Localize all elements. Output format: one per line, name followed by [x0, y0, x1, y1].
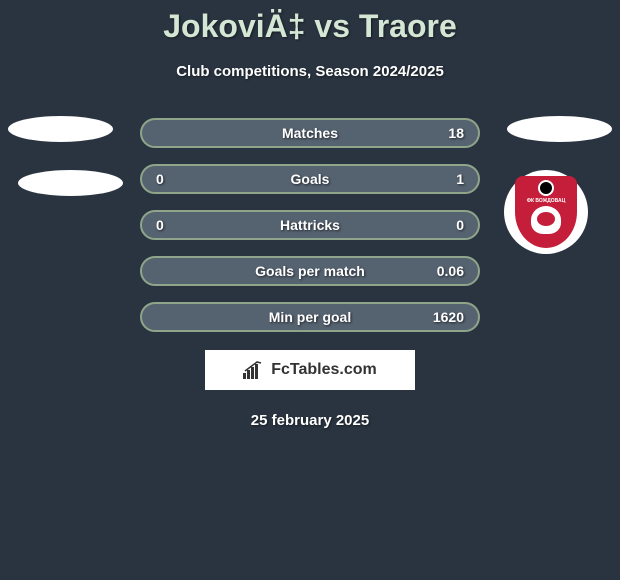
player-left-placeholder-2 [18, 170, 123, 196]
club-logo-right: ФК ВОЖДОВАЦ [504, 170, 588, 254]
date-label: 25 february 2025 [0, 412, 620, 429]
club-crest-dragon-icon [531, 206, 561, 234]
page-title: JokoviÄ‡ vs Traore [0, 0, 620, 45]
stat-right-value: 18 [424, 125, 464, 141]
stat-label: Goals [291, 171, 330, 187]
stat-label: Hattricks [280, 217, 340, 233]
stat-label: Matches [282, 125, 338, 141]
stat-row-matches: Matches 18 [140, 118, 480, 148]
stat-right-value: 1620 [424, 309, 464, 325]
chart-icon [243, 361, 265, 379]
stat-row-goals-per-match: Goals per match 0.06 [140, 256, 480, 286]
stat-left-value: 0 [156, 171, 196, 187]
stat-row-goals: 0 Goals 1 [140, 164, 480, 194]
stat-row-hattricks: 0 Hattricks 0 [140, 210, 480, 240]
club-crest-ball-icon [538, 180, 554, 196]
stat-label: Min per goal [269, 309, 351, 325]
stat-row-min-per-goal: Min per goal 1620 [140, 302, 480, 332]
stat-right-value: 1 [424, 171, 464, 187]
page-subtitle: Club competitions, Season 2024/2025 [0, 63, 620, 80]
club-crest: ФК ВОЖДОВАЦ [515, 176, 577, 248]
club-crest-text: ФК ВОЖДОВАЦ [527, 198, 566, 204]
stat-right-value: 0 [424, 217, 464, 233]
stat-left-value: 0 [156, 217, 196, 233]
branding-text: FcTables.com [271, 361, 377, 379]
stats-wrapper: ФК ВОЖДОВАЦ Matches 18 0 Goals 1 0 Hattr… [0, 118, 620, 332]
comparison-container: JokoviÄ‡ vs Traore Club competitions, Se… [0, 0, 620, 429]
stat-label: Goals per match [255, 263, 365, 279]
player-left-placeholder-1 [8, 116, 113, 142]
player-right-placeholder [507, 116, 612, 142]
branding-box[interactable]: FcTables.com [205, 350, 415, 390]
stat-right-value: 0.06 [424, 263, 464, 279]
